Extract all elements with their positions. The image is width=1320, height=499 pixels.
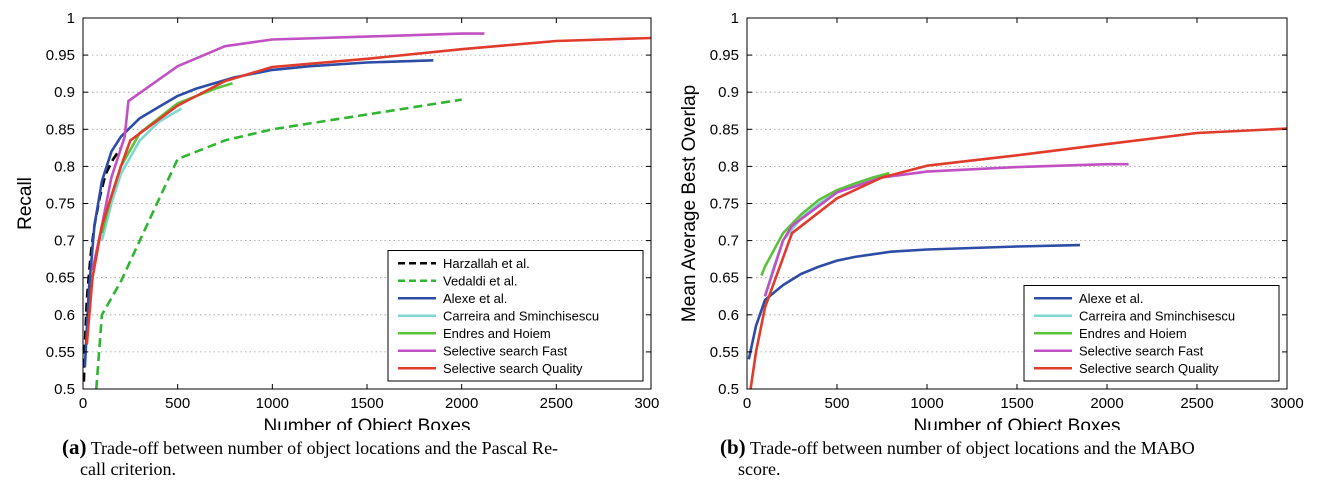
legend-label: Carreira and Sminchisescu	[443, 308, 599, 323]
series-line-selective-search-quality	[749, 127, 1288, 390]
y-tick-label: 0.55	[46, 344, 75, 361]
caption-b-text: Trade-off between number of object locat…	[749, 438, 1195, 458]
chart-b-mabo: 0.5 0.55 0.6 0.65 0.7 0.75 0.8 0.85 0.9 0.95 1 0 500…	[679, 10, 1304, 437]
series-line-alexe-et-al-	[747, 243, 1081, 360]
caption-b-tag: (b)	[720, 435, 746, 459]
caption-a-text2: call criterion.	[80, 459, 176, 479]
series-line-selective-search-quality	[85, 36, 652, 345]
caption-a-text: Trade-off between number of object locat…	[90, 438, 559, 458]
series-line-vedaldi-et-al-	[95, 98, 462, 390]
x-tick-label: 3000	[634, 395, 660, 412]
y-tick-label: 1	[731, 10, 739, 27]
y-axis-label: Mean Average Best Overlap	[679, 85, 700, 322]
caption-b-text2: score.	[738, 459, 781, 479]
x-tick-label: 3000	[1270, 395, 1303, 412]
x-tick-label: 0	[743, 395, 751, 412]
chart-a-panel: 0.5 0.55 0.6 0.65 0.7 0.75 0.8 0.85 0.9 0.95 1 0 500…	[15, 10, 668, 437]
y-tick-label: 0.7	[718, 233, 739, 250]
y-axis-label: Recall	[15, 177, 36, 230]
y-tick-label: 0.75	[710, 196, 739, 213]
legend-label: Vedaldi et al.	[443, 273, 517, 288]
legend-label: Endres and Hoiem	[443, 326, 551, 341]
y-tick-label: 0.6	[718, 307, 739, 324]
series-line-selective-search-fast	[763, 162, 1129, 297]
legend-label: Selective search Quality	[443, 361, 583, 376]
caption-b: (b) Trade-off between number of object l…	[720, 437, 1310, 480]
series-line-carreira-and-sminchisescu	[100, 107, 183, 241]
y-tick-label: 0.55	[710, 344, 739, 361]
y-tick-label: 0.9	[54, 84, 75, 101]
series-line-selective-search-fast	[91, 32, 485, 271]
legend-label: Endres and Hoiem	[1079, 326, 1187, 341]
x-tick-label: 500	[165, 395, 190, 412]
y-tick-label: 0.65	[710, 270, 739, 287]
legend-label: Alexe et al.	[1079, 291, 1143, 306]
x-tick-label: 2500	[1180, 395, 1213, 412]
legend: Alexe et al. Carreira and Sminchisescu End…	[1023, 285, 1280, 382]
caption-a: (a) Trade-off between number of object l…	[62, 437, 652, 480]
y-tick-label: 0.5	[54, 381, 75, 398]
legend: Harzallah et al. Vedaldi et al. Alexe et a…	[387, 250, 644, 382]
x-tick-label: 500	[824, 395, 849, 412]
y-tick-label: 0.7	[54, 233, 75, 250]
legend-label: Harzallah et al.	[443, 256, 530, 271]
series-line-endres-and-hoiem	[760, 171, 890, 276]
chart-a-recall: 0.5 0.55 0.6 0.65 0.7 0.75 0.8 0.85 0.9 0.95 1 0 500…	[15, 10, 668, 437]
legend-label: Alexe et al.	[443, 291, 507, 306]
chart-b-panel: 0.5 0.55 0.6 0.65 0.7 0.75 0.8 0.85 0.9 0.95 1 0 500…	[660, 0, 1320, 499]
legend-label: Carreira and Sminchisescu	[1079, 308, 1235, 323]
y-tick-label: 0.95	[46, 47, 75, 64]
y-tick-label: 0.5	[718, 381, 739, 398]
series-line-alexe-et-al-	[83, 59, 434, 367]
series-line-endres-and-hoiem	[100, 82, 233, 234]
x-tick-label: 1500	[1000, 395, 1033, 412]
x-tick-label: 1000	[910, 395, 943, 412]
y-tick-label: 0.9	[718, 84, 739, 101]
y-tick-label: 0.85	[710, 121, 739, 138]
x-tick-label: 0	[79, 395, 87, 412]
legend-label: Selective search Quality	[1079, 361, 1219, 376]
legend-label: Selective search Fast	[1079, 343, 1204, 358]
y-tick-label: 1	[67, 10, 75, 27]
x-tick-label: 2000	[1090, 395, 1123, 412]
x-tick-label: 1500	[350, 395, 383, 412]
x-axis-label: Number of Object Boxes	[264, 416, 471, 430]
y-tick-label: 0.6	[54, 307, 75, 324]
x-tick-label: 1000	[256, 395, 289, 412]
y-tick-label: 0.75	[46, 196, 75, 213]
caption-a-tag: (a)	[62, 435, 87, 459]
legend-label: Selective search Fast	[443, 343, 568, 358]
x-tick-label: 2500	[540, 395, 573, 412]
y-tick-label: 0.8	[54, 158, 75, 175]
x-axis-label: Number of Object Boxes	[914, 416, 1121, 430]
y-tick-label: 0.65	[46, 270, 75, 287]
y-tick-label: 0.95	[710, 47, 739, 64]
series-line-carreira-and-sminchisescu	[763, 174, 892, 297]
y-tick-label: 0.8	[718, 158, 739, 175]
y-tick-label: 0.85	[46, 121, 75, 138]
x-tick-label: 2000	[445, 395, 478, 412]
